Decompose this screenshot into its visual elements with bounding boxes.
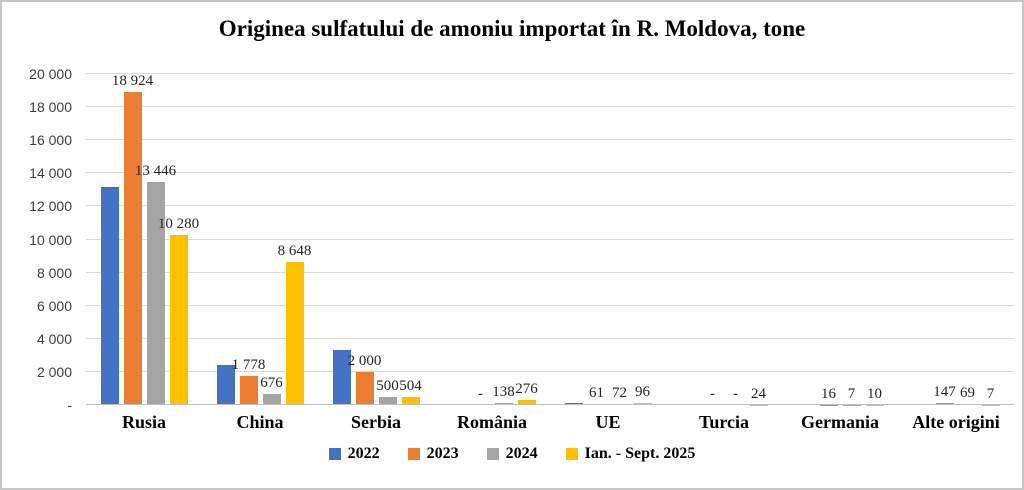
bar-group: 16 7 10	[782, 74, 898, 405]
bar-data-label: 10	[867, 385, 882, 402]
gridline	[86, 337, 1014, 339]
bar-data-label: -	[478, 386, 483, 402]
bar-group: 1 778 676 8 648	[202, 74, 318, 405]
gridline	[86, 304, 1014, 306]
bar-data-label: 13 446	[134, 163, 177, 180]
bar-data-label: 61	[589, 385, 604, 401]
y-tick-label: 12 000	[29, 198, 72, 215]
bar-data-label: 72	[612, 384, 627, 401]
y-axis: - 2 000 4 000 6 000 8 000 10 000 12 000 14 000 1…	[2, 66, 84, 413]
legend-item: 2022	[328, 445, 380, 463]
y-tick-label: 6 000	[36, 297, 72, 314]
gridline	[86, 370, 1014, 372]
bar-group: 61 72 96	[550, 74, 666, 405]
x-axis-label: China	[236, 412, 284, 432]
bar: 138	[492, 384, 515, 405]
chart-title: Originea sulfatului de amoniu importat î…	[218, 16, 806, 41]
legend-label: Ian. - Sept. 2025	[584, 445, 696, 462]
bar: 504	[399, 378, 422, 405]
bar: 18 924	[112, 73, 153, 405]
legend-item: 2023	[407, 445, 459, 463]
legend-item: Ian. - Sept. 2025	[565, 445, 696, 463]
bar: 13 446	[135, 163, 176, 405]
bar: 276	[515, 381, 538, 405]
bar-data-label: 7	[847, 385, 856, 402]
bar-data-label: 7	[986, 385, 995, 402]
legend-marker	[407, 448, 420, 460]
bar-data-label: 276	[515, 381, 538, 398]
bar: 10 280	[158, 216, 199, 405]
bar-group: - -24	[666, 74, 782, 405]
x-axis-label: Germania	[801, 412, 879, 432]
gridline	[86, 106, 1014, 108]
gridline	[86, 271, 1014, 273]
legend-label: 2024	[505, 445, 538, 462]
y-tick-label: -	[67, 397, 72, 413]
y-tick-label: 20 000	[29, 66, 72, 82]
x-axis-label: UE	[595, 412, 621, 432]
bar: 676	[260, 375, 283, 405]
x-axis-labels: Rusia China Serbia România UE Turcia Germania A…	[86, 412, 1014, 433]
bar: 147	[933, 384, 956, 405]
x-axis-line	[86, 404, 1014, 405]
bar	[332, 350, 351, 405]
bar-data-label: 138	[492, 383, 515, 400]
bar-group: 18 924 13 446 10 280	[86, 73, 202, 405]
x-axis-label: Turcia	[698, 412, 750, 432]
bar-data-label: 8 648	[277, 242, 312, 259]
y-tick-label: 2 000	[36, 363, 72, 380]
bar-group: 2 000 500 504	[318, 74, 434, 405]
bar-data-label: -	[733, 386, 738, 402]
y-tick-label: 8 000	[36, 264, 72, 281]
bar-data-label: 16	[821, 385, 836, 402]
gridline	[86, 238, 1014, 240]
bar	[564, 402, 583, 405]
bar: 8 648	[278, 243, 311, 405]
legend-marker	[565, 448, 578, 460]
bar-data-label: 1 778	[231, 356, 266, 373]
bar-data-label: 147	[933, 383, 956, 400]
gridline	[86, 205, 1014, 207]
y-tick-label: 18 000	[29, 99, 72, 116]
bar-data-label: 24	[751, 385, 766, 402]
bar	[216, 365, 235, 405]
y-tick-label: 14 000	[29, 165, 72, 182]
legend-label: 2023	[426, 445, 459, 462]
bar-group: 147 69 7	[898, 74, 1014, 405]
bar: 1 778	[232, 357, 265, 405]
bar-data-label: 18 924	[111, 72, 154, 89]
bar-data-label: 676	[260, 374, 283, 391]
plot-area: 18 924 13 446 10 280 1 778 676 8 648 2 000 500 5…	[86, 73, 1014, 405]
x-axis-label: Alte origini	[912, 412, 1000, 432]
bar-data-label: 10 280	[157, 215, 200, 232]
y-tick-label: 4 000	[36, 330, 72, 347]
legend: 2022 2023 2024 Ian. - Sept. 2025	[2, 445, 1022, 463]
bar-data-label: 504	[399, 377, 422, 394]
bar-groups: 18 924 13 446 10 280 1 778 676 8 648 2 000 500 5…	[86, 73, 1014, 405]
bar-group: -138 276	[434, 74, 550, 405]
bar-data-label: 500	[376, 377, 399, 394]
legend-marker	[486, 448, 499, 460]
y-tick-label: 10 000	[29, 231, 72, 248]
legend-label: 2022	[347, 445, 380, 462]
bar-data-label: -	[710, 386, 715, 402]
x-axis-label: Rusia	[121, 412, 166, 432]
y-tick-label: 16 000	[29, 132, 72, 149]
gridline	[86, 172, 1014, 174]
bar	[100, 186, 119, 405]
x-axis-label: România	[456, 412, 527, 432]
x-axis-label: Serbia	[350, 412, 401, 432]
bar-data-label: 96	[635, 384, 650, 401]
legend-item: 2024	[486, 445, 538, 463]
bar: 500	[376, 378, 399, 405]
bar: 2 000	[348, 353, 381, 405]
legend-marker	[328, 448, 341, 460]
bar-data-label: 2 000	[347, 352, 382, 369]
gridline	[86, 139, 1014, 141]
bar-data-label: 69	[960, 384, 975, 401]
gridline	[86, 73, 1014, 74]
